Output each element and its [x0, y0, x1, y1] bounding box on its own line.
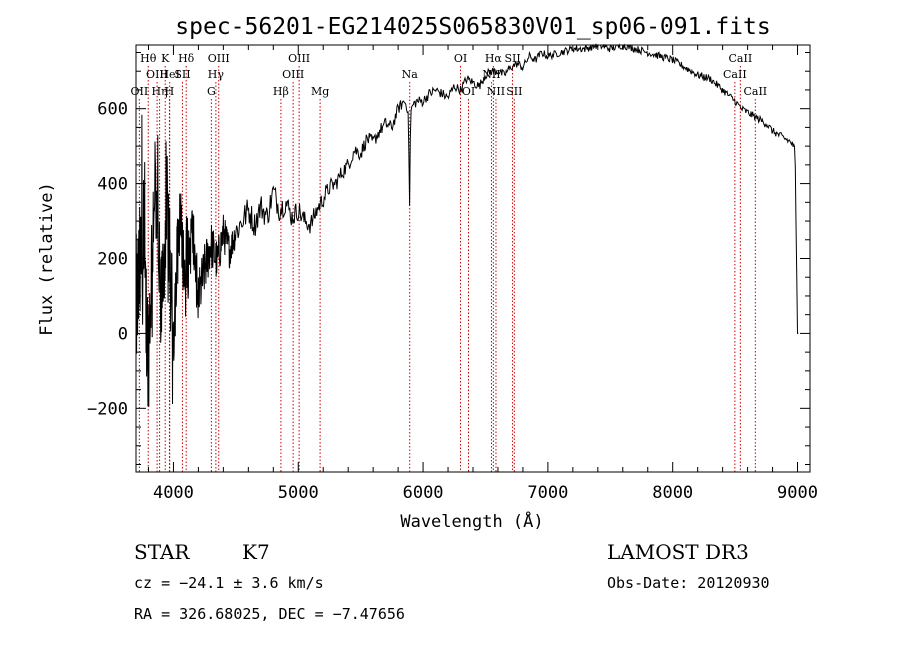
y-tick-label: −200 — [87, 399, 128, 419]
y-axis: −200 0 200 400 600 — [87, 51, 810, 466]
x-tick-label: 5000 — [278, 483, 319, 503]
object-subclass: K7 — [242, 540, 270, 564]
spectral-line-label: CaII — [723, 68, 747, 81]
x-axis: 4000 5000 6000 7000 8000 9000 — [147, 45, 818, 503]
spectral-line-label: G — [207, 85, 216, 98]
spectral-line-label: Na — [402, 68, 419, 81]
spectral-line-label: SII — [506, 85, 522, 98]
spectral-line-label: OI — [454, 52, 467, 65]
spectral-line-label: OII — [131, 85, 149, 98]
spectral-line-label: Hδ — [178, 52, 195, 65]
spectral-line-label: SII — [504, 52, 520, 65]
spectral-line-label: CaII — [743, 85, 767, 98]
survey-name: LAMOST DR3 — [607, 540, 749, 564]
spectral-line-label: Hβ — [273, 85, 289, 98]
spectral-line-label: K — [161, 52, 170, 65]
y-tick-label: 0 — [118, 324, 128, 344]
spectral-line-label: Hα — [485, 52, 503, 65]
spectral-line-label: CaII — [729, 52, 753, 65]
plot-frame — [135, 44, 811, 473]
spectral-line-label: Hθ — [140, 52, 157, 65]
redshift-velocity: cz = −24.1 ± 3.6 km/s — [134, 574, 324, 592]
spectral-line-label: OIII — [146, 68, 168, 81]
spectral-line-label: Mg — [311, 85, 329, 98]
spectral-line-label: NII — [487, 85, 505, 98]
chart-title: spec-56201-EG214025S065830V01_sp06-091.f… — [175, 14, 770, 40]
x-tick-label: 8000 — [652, 483, 693, 503]
spectral-line-markers — [138, 66, 756, 472]
spectral-line-label: Hγ — [208, 68, 225, 81]
x-tick-label: 6000 — [403, 483, 444, 503]
x-tick-label: 4000 — [153, 483, 194, 503]
spectral-line-label: OIII — [288, 52, 310, 65]
spectral-line-label: OI — [462, 85, 475, 98]
sky-coordinates: RA = 326.68025, DEC = −7.47656 — [134, 605, 405, 623]
observation-date: Obs-Date: 20120930 — [607, 574, 770, 592]
spectral-line-label: SII — [174, 68, 190, 81]
y-tick-label: 200 — [97, 250, 128, 270]
x-tick-label: 9000 — [777, 483, 818, 503]
spectral-line-label: Hη — [151, 85, 167, 98]
spectral-line-label: OIII — [208, 52, 230, 65]
spectral-line-label: OIII — [282, 68, 304, 81]
y-tick-label: 600 — [97, 100, 128, 120]
y-axis-label: Flux (relative) — [37, 182, 57, 336]
object-class: STAR — [134, 540, 190, 564]
spectral-line-label: HeI — [159, 68, 179, 81]
spectrum-line — [135, 43, 799, 407]
spectral-line-label: H — [165, 85, 175, 98]
x-tick-label: 7000 — [527, 483, 568, 503]
x-axis-label: Wavelength (Å) — [400, 510, 543, 532]
y-tick-label: 400 — [97, 175, 128, 195]
